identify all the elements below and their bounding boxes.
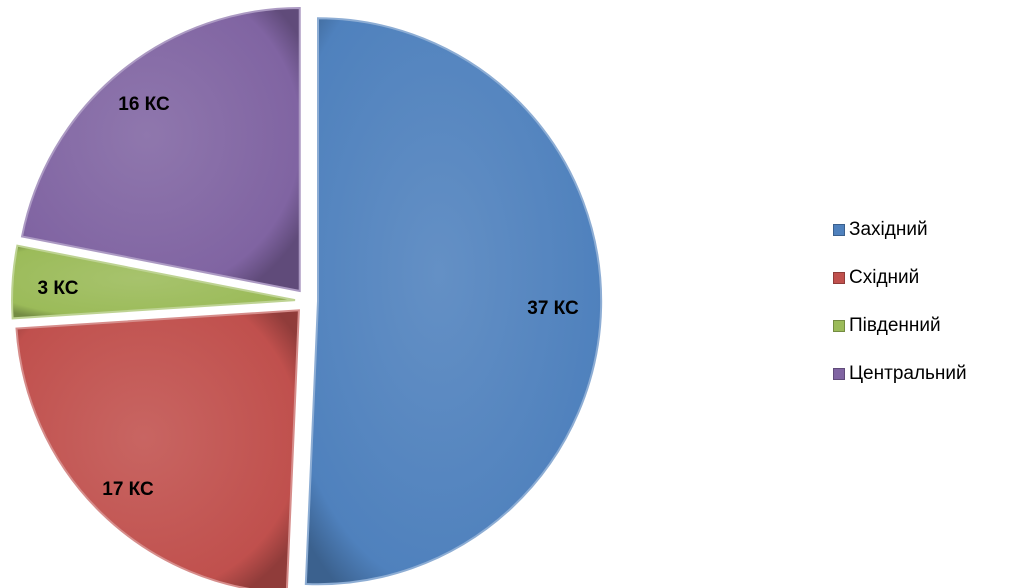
legend-label: Східний xyxy=(849,267,920,288)
data-label-1: 37 КС xyxy=(527,298,579,319)
legend-item-2: Східний xyxy=(833,266,1009,290)
legend-item-1: Західний xyxy=(833,218,1009,242)
legend-swatch-icon xyxy=(833,272,845,284)
pie-slice-2 xyxy=(15,309,300,588)
pie-data-labels: 37 КС 17 КС 3 КС 16 КС xyxy=(38,94,579,500)
legend-swatch-icon xyxy=(833,224,845,236)
legend-label: Південний xyxy=(849,315,941,336)
pie-slice-3 xyxy=(11,244,296,320)
legend-label: Західний xyxy=(849,219,928,240)
data-label-2: 17 КС xyxy=(102,479,154,500)
legend-item-3: Південний xyxy=(833,314,1009,338)
legend-swatch-icon xyxy=(833,368,845,380)
legend-label: Центральний xyxy=(849,363,967,384)
pie-slice-4 xyxy=(20,6,301,293)
pie-slices xyxy=(11,6,603,588)
legend-item-4: Центральний xyxy=(833,362,1009,386)
data-label-4: 16 КС xyxy=(118,94,170,115)
pie-slice-1 xyxy=(304,17,603,586)
chart-legend: Західний Східний Південний Центральний xyxy=(833,218,1009,410)
data-label-3: 3 КС xyxy=(38,278,79,299)
legend-swatch-icon xyxy=(833,320,845,332)
